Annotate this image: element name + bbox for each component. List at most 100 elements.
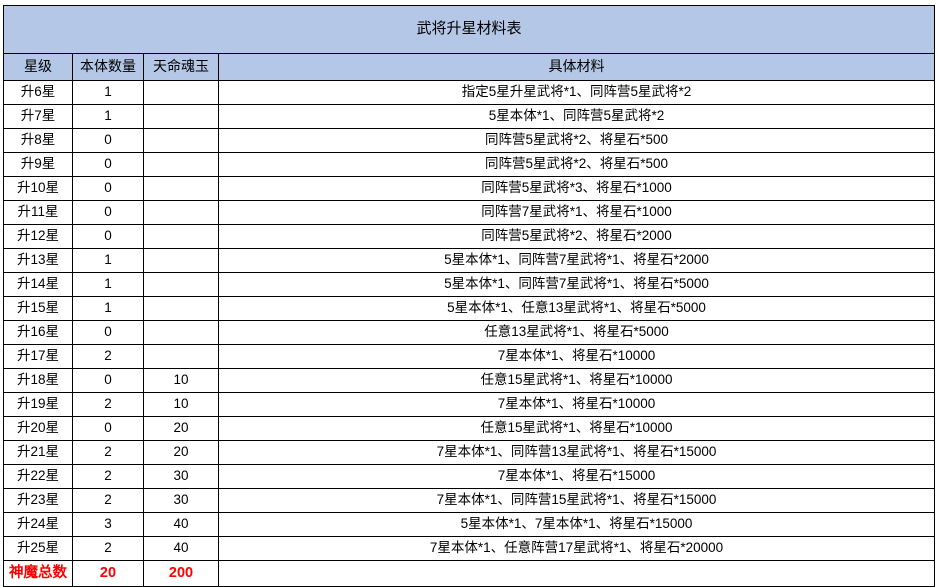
cell-materials: 指定5星升星武将*1、同阵营5星武将*2	[217, 80, 936, 105]
cell-destiny-jade	[143, 344, 219, 369]
cell-body-count: 1	[72, 80, 144, 105]
upgrade-materials-table: 武将升星材料表 星级 本体数量 天命魂玉 具体材料 升6星 1 指定5星升星武将*1…	[2, 5, 936, 587]
spreadsheet-sheet: 武将升星材料表 星级 本体数量 天命魂玉 具体材料 升6星 1 指定5星升星武将*1…	[2, 5, 936, 587]
cell-destiny-jade	[143, 224, 219, 249]
page-title: 武将升星材料表	[2, 5, 936, 54]
cell-body-count: 2	[72, 488, 144, 513]
table-row: 升8星 0 同阵营5星武将*2、将星石*500	[3, 128, 936, 153]
cell-destiny-jade: 30	[143, 464, 219, 489]
table-row: 升17星 2 7星本体*1、将星石*10000	[3, 344, 936, 369]
table-row: 升23星 2 30 7星本体*1、同阵营15星武将*1、将星石*15000	[3, 488, 936, 513]
cell-body-count: 1	[72, 104, 144, 129]
cell-materials: 7星本体*1、将星石*10000	[217, 344, 936, 369]
table-row: 升6星 1 指定5星升星武将*1、同阵营5星武将*2	[3, 80, 936, 105]
cell-star: 升23星	[3, 488, 73, 513]
cell-materials: 7星本体*1、将星石*15000	[217, 464, 936, 489]
cell-destiny-jade: 20	[143, 440, 219, 465]
table-row: 升25星 2 40 7星本体*1、任意阵营17星武将*1、将星石*20000	[3, 536, 936, 561]
table-row: 升15星 1 5星本体*1、任意13星武将*1、将星石*5000	[3, 296, 936, 321]
cell-body-count: 0	[72, 320, 144, 345]
cell-materials: 5星本体*1、任意13星武将*1、将星石*5000	[217, 296, 936, 321]
cell-body-count: 1	[72, 296, 144, 321]
table-row: 升11星 0 同阵营7星武将*1、将星石*1000	[3, 200, 936, 225]
table-row: 升10星 0 同阵营5星武将*3、将星石*1000	[3, 176, 936, 201]
cell-materials: 同阵营5星武将*2、将星石*500	[217, 152, 936, 177]
cell-materials: 5星本体*1、同阵营7星武将*1、将星石*5000	[217, 272, 936, 297]
table-row: 升19星 2 10 7星本体*1、将星石*10000	[3, 392, 936, 417]
table-row: 升21星 2 20 7星本体*1、同阵营13星武将*1、将星石*15000	[3, 440, 936, 465]
cell-body-count: 1	[72, 272, 144, 297]
cell-destiny-jade	[143, 200, 219, 225]
table-row: 升24星 3 40 5星本体*1、7星本体*1、将星石*15000	[3, 512, 936, 537]
table-row: 升22星 2 30 7星本体*1、将星石*15000	[3, 464, 936, 489]
column-header-star: 星级	[3, 53, 73, 81]
table-title-row: 武将升星材料表	[2, 5, 936, 54]
cell-body-count: 2	[72, 440, 144, 465]
total-materials	[217, 560, 936, 587]
cell-body-count: 0	[72, 152, 144, 177]
cell-star: 升11星	[3, 200, 73, 225]
cell-body-count: 2	[72, 464, 144, 489]
cell-star: 升14星	[3, 272, 73, 297]
table-header-row: 星级 本体数量 天命魂玉 具体材料	[3, 53, 936, 81]
cell-star: 升6星	[3, 80, 73, 105]
cell-materials: 同阵营7星武将*1、将星石*1000	[217, 200, 936, 225]
cell-destiny-jade	[143, 152, 219, 177]
cell-body-count: 0	[72, 224, 144, 249]
cell-materials: 同阵营5星武将*2、将星石*2000	[217, 224, 936, 249]
table-row: 升16星 0 任意13星武将*1、将星石*5000	[3, 320, 936, 345]
cell-destiny-jade	[143, 80, 219, 105]
cell-star: 升16星	[3, 320, 73, 345]
cell-body-count: 0	[72, 128, 144, 153]
cell-star: 升18星	[3, 368, 73, 393]
cell-star: 升13星	[3, 248, 73, 273]
table-row: 升7星 1 5星本体*1、同阵营5星武将*2	[3, 104, 936, 129]
cell-star: 升9星	[3, 152, 73, 177]
total-body-count: 20	[72, 560, 144, 587]
cell-materials: 7星本体*1、任意阵营17星武将*1、将星石*20000	[217, 536, 936, 561]
cell-body-count: 3	[72, 512, 144, 537]
cell-body-count: 0	[72, 368, 144, 393]
cell-star: 升20星	[3, 416, 73, 441]
cell-star: 升8星	[3, 128, 73, 153]
cell-body-count: 1	[72, 248, 144, 273]
cell-star: 升24星	[3, 512, 73, 537]
cell-body-count: 2	[72, 344, 144, 369]
column-header-body: 本体数量	[72, 53, 144, 81]
cell-materials: 5星本体*1、同阵营7星武将*1、将星石*2000	[217, 248, 936, 273]
cell-star: 升21星	[3, 440, 73, 465]
cell-star: 升12星	[3, 224, 73, 249]
column-header-jade: 天命魂玉	[143, 53, 219, 81]
cell-body-count: 2	[72, 536, 144, 561]
table-total-row: 神魔总数 20 200	[3, 560, 936, 587]
cell-star: 升15星	[3, 296, 73, 321]
cell-destiny-jade	[143, 296, 219, 321]
cell-materials: 任意15星武将*1、将星石*10000	[217, 368, 936, 393]
cell-materials: 同阵营5星武将*2、将星石*500	[217, 128, 936, 153]
table-row: 升14星 1 5星本体*1、同阵营7星武将*1、将星石*5000	[3, 272, 936, 297]
total-destiny-jade: 200	[143, 560, 219, 587]
cell-star: 升25星	[3, 536, 73, 561]
table-row: 升13星 1 5星本体*1、同阵营7星武将*1、将星石*2000	[3, 248, 936, 273]
table-row: 升18星 0 10 任意15星武将*1、将星石*10000	[3, 368, 936, 393]
cell-materials: 任意13星武将*1、将星石*5000	[217, 320, 936, 345]
cell-destiny-jade: 20	[143, 416, 219, 441]
cell-star: 升7星	[3, 104, 73, 129]
cell-star: 升19星	[3, 392, 73, 417]
table-row: 升12星 0 同阵营5星武将*2、将星石*2000	[3, 224, 936, 249]
cell-destiny-jade	[143, 104, 219, 129]
cell-body-count: 0	[72, 416, 144, 441]
total-label: 神魔总数	[3, 560, 73, 587]
cell-destiny-jade	[143, 272, 219, 297]
cell-destiny-jade	[143, 320, 219, 345]
table-row: 升20星 0 20 任意15星武将*1、将星石*10000	[3, 416, 936, 441]
table-row: 升9星 0 同阵营5星武将*2、将星石*500	[3, 152, 936, 177]
cell-body-count: 0	[72, 176, 144, 201]
cell-materials: 5星本体*1、7星本体*1、将星石*15000	[217, 512, 936, 537]
cell-destiny-jade: 40	[143, 536, 219, 561]
cell-materials: 同阵营5星武将*3、将星石*1000	[217, 176, 936, 201]
cell-destiny-jade: 10	[143, 368, 219, 393]
cell-materials: 7星本体*1、同阵营15星武将*1、将星石*15000	[217, 488, 936, 513]
cell-star: 升22星	[3, 464, 73, 489]
cell-destiny-jade: 30	[143, 488, 219, 513]
